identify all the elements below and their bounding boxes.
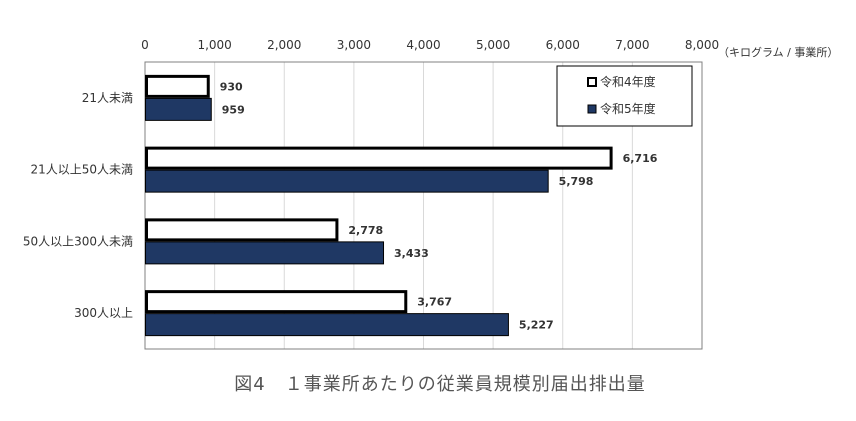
bar-r5: [145, 97, 212, 121]
x-axis-unit-label: （キログラム / 事業所）: [718, 45, 838, 59]
bar-r5: [145, 169, 549, 193]
x-tick-label: 3,000: [337, 38, 371, 52]
x-tick-label: 6,000: [546, 38, 580, 52]
bar-r4: [145, 290, 408, 314]
x-tick-label: 5,000: [476, 38, 510, 52]
bar-r5: [145, 241, 385, 265]
x-tick-label: 1,000: [197, 38, 231, 52]
data-label: 959: [222, 103, 245, 116]
data-label: 2,778: [348, 224, 383, 237]
bar-r4: [145, 146, 613, 170]
bar-r4: [145, 218, 339, 242]
x-tick-label: 4,000: [406, 38, 440, 52]
bar-r5: [145, 313, 509, 337]
data-label: 5,798: [559, 175, 594, 188]
bar-r4: [145, 74, 210, 98]
chart-caption: 図4 １事業所あたりの従業員規模別届出排出量: [234, 374, 646, 395]
plot-area-border: [144, 61, 703, 350]
x-tick-label: 0: [141, 38, 149, 52]
x-tick-label: 8,000: [685, 38, 719, 52]
legend-swatch: [587, 104, 597, 114]
legend-swatch: [587, 77, 597, 87]
x-tick-label: 7,000: [615, 38, 649, 52]
data-label: 3,767: [417, 296, 452, 309]
data-label: 930: [220, 80, 243, 93]
x-tick-label: 2,000: [267, 38, 301, 52]
legend-label: 令和5年度: [600, 101, 656, 116]
category-label: 50人以上300人未満: [23, 234, 133, 248]
legend-box: [556, 65, 693, 127]
category-label: 21人以上50人未満: [30, 163, 133, 177]
data-label: 5,227: [519, 319, 554, 332]
category-label: 21人未満: [82, 91, 133, 105]
category-label: 300人以上: [74, 306, 133, 320]
legend-label: 令和4年度: [600, 74, 656, 89]
data-label: 3,433: [394, 247, 429, 260]
data-label: 6,716: [623, 152, 658, 165]
